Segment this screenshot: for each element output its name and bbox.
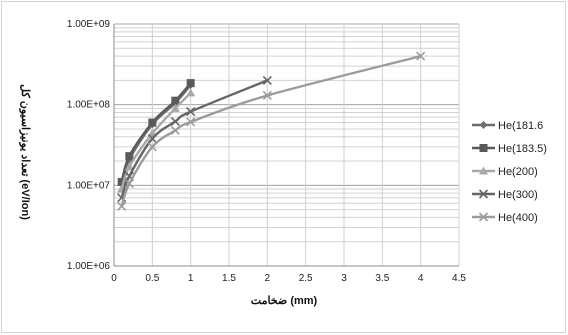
x-marker <box>124 179 134 189</box>
x-tick-label: 0.5 <box>145 273 159 284</box>
square-marker <box>125 152 134 161</box>
series-line <box>120 92 192 190</box>
axes <box>113 24 459 267</box>
x-marker <box>117 201 127 211</box>
x-tick-label: 3.5 <box>375 273 389 284</box>
y-tick-label: 1.00E+06 <box>67 261 111 272</box>
legend-item: He(200) <box>472 166 538 178</box>
legend-label: He(181.6 <box>498 120 543 132</box>
x-tick-label: 4.5 <box>452 273 466 284</box>
x-marker <box>147 142 157 152</box>
legend-label: He(400) <box>498 212 538 224</box>
triangle-marker <box>170 103 180 112</box>
legend: He(181.6 He(183.5) He(200) He(300) He(400) <box>472 120 547 224</box>
x-marker <box>186 117 196 127</box>
x-marker <box>170 116 180 126</box>
x-tick-label: 0 <box>111 273 117 284</box>
x-marker <box>147 133 157 144</box>
x-tick-label: 2.5 <box>299 273 313 284</box>
legend-square-marker <box>479 144 488 152</box>
y-tick-label: 1.00E+08 <box>67 100 111 111</box>
legend-item: He(400) <box>472 212 538 224</box>
x-marker <box>186 107 196 117</box>
square-marker <box>117 177 126 186</box>
series-5 <box>117 51 426 211</box>
square-marker <box>148 118 157 127</box>
legend-x-marker <box>478 212 489 222</box>
triangle-marker <box>186 88 196 97</box>
legend-item: He(181.6 <box>472 120 543 132</box>
square-marker <box>186 79 195 88</box>
y-axis-label: تعداد یونیزاسیون کل (eV/Ion) <box>19 84 31 220</box>
x-marker <box>416 51 426 61</box>
series-line <box>120 79 268 199</box>
series-line <box>120 54 421 207</box>
x-marker <box>262 75 272 85</box>
legend-x-marker <box>478 189 489 199</box>
x-tick-label: 1 <box>188 273 194 284</box>
legend-label: He(300) <box>498 189 538 201</box>
y-tick-label: 1.00E+09 <box>67 19 111 30</box>
x-tick-label: 1.5 <box>222 273 236 284</box>
legend-label: He(200) <box>498 166 538 178</box>
triangle-marker <box>124 162 134 171</box>
legend-item: He(183.5) <box>472 143 547 155</box>
x-marker <box>262 90 272 101</box>
x-tick-label: 3 <box>341 273 347 284</box>
x-marker <box>170 125 180 135</box>
y-tick-label: 1.00E+07 <box>67 180 111 191</box>
x-axis-label: ضخامت (mm) <box>251 295 318 307</box>
x-tick-label: 2 <box>265 273 271 284</box>
legend-label: He(183.5) <box>498 143 547 155</box>
x-tick-labels: 0 0.5 1 1.5 2 2.5 3 3.5 4 4.5 <box>111 273 466 284</box>
y-tick-labels: 1.00E+06 1.00E+07 1.00E+08 1.00E+09 <box>67 19 111 272</box>
x-tick-label: 4 <box>418 273 424 284</box>
legend-item: He(300) <box>472 189 538 201</box>
series-group <box>117 51 426 211</box>
legend-triangle-marker <box>479 166 488 175</box>
square-marker <box>171 96 180 105</box>
series-2 <box>117 79 195 186</box>
legend-diamond-marker <box>479 121 488 129</box>
